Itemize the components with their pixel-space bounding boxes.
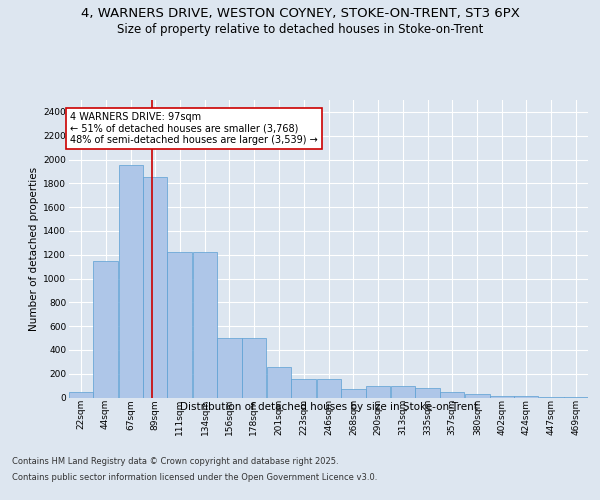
Text: 4, WARNERS DRIVE, WESTON COYNEY, STOKE-ON-TRENT, ST3 6PX: 4, WARNERS DRIVE, WESTON COYNEY, STOKE-O… [80, 8, 520, 20]
Bar [167, 252, 192, 398]
Bar [365, 386, 390, 398]
Bar [415, 388, 440, 398]
Bar [94, 260, 118, 398]
Bar [267, 366, 292, 398]
Y-axis label: Number of detached properties: Number of detached properties [29, 166, 39, 331]
Bar [490, 396, 514, 398]
Bar [539, 397, 563, 398]
Text: Size of property relative to detached houses in Stoke-on-Trent: Size of property relative to detached ho… [117, 22, 483, 36]
Bar [465, 394, 490, 398]
Bar [143, 178, 167, 398]
Bar [242, 338, 266, 398]
Text: Distribution of detached houses by size in Stoke-on-Trent: Distribution of detached houses by size … [180, 402, 478, 412]
Text: Contains HM Land Registry data © Crown copyright and database right 2025.: Contains HM Land Registry data © Crown c… [12, 458, 338, 466]
Text: Contains public sector information licensed under the Open Government Licence v3: Contains public sector information licen… [12, 472, 377, 482]
Text: 4 WARNERS DRIVE: 97sqm
← 51% of detached houses are smaller (3,768)
48% of semi-: 4 WARNERS DRIVE: 97sqm ← 51% of detached… [70, 112, 318, 145]
Bar [440, 392, 464, 398]
Bar [119, 166, 143, 398]
Bar [69, 392, 94, 398]
Bar [292, 379, 316, 398]
Bar [391, 386, 415, 398]
Bar [317, 379, 341, 398]
Bar [514, 396, 538, 398]
Bar [193, 252, 217, 398]
Bar [341, 388, 365, 398]
Bar [217, 338, 242, 398]
